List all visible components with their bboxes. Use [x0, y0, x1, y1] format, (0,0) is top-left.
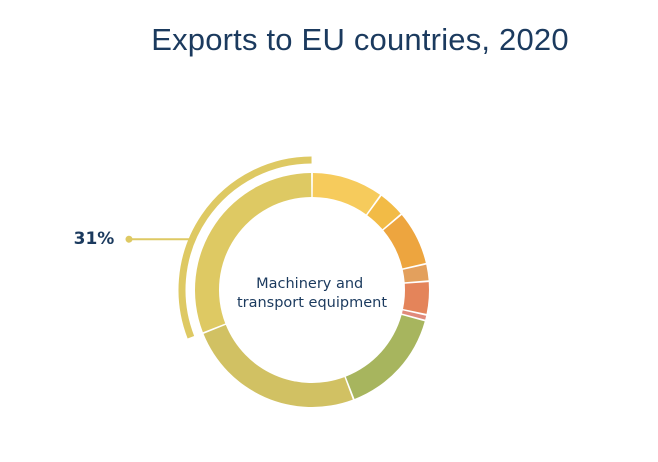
donut-slice[interactable]	[194, 173, 312, 333]
donut-slice[interactable]	[203, 324, 353, 407]
donut-slice[interactable]	[402, 264, 429, 283]
leader-dot	[125, 235, 133, 243]
center-label-line-1: Machinery and	[256, 276, 363, 292]
donut-slice[interactable]	[312, 173, 381, 215]
chart-title: Exports to EU countries, 2020	[151, 22, 569, 57]
donut-slice[interactable]	[345, 314, 425, 399]
center-label: Machinery and transport equipment	[237, 276, 387, 311]
donut-slices	[194, 173, 429, 407]
highlight-percent-label: 31%	[74, 229, 115, 249]
donut-slice[interactable]	[403, 282, 429, 314]
donut-slice[interactable]	[401, 310, 427, 320]
donut-slice[interactable]	[367, 195, 401, 230]
center-label-line-2: transport equipment	[237, 295, 387, 311]
highlight-arc	[178, 156, 312, 339]
donut-slice[interactable]	[383, 215, 426, 269]
